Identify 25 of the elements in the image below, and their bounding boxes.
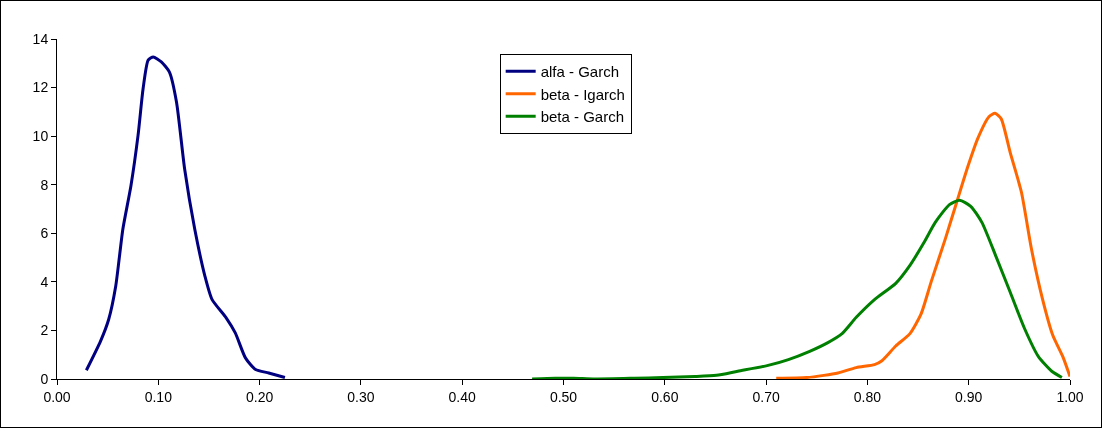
- y-tick-label: 0: [40, 370, 49, 387]
- x-tick-label: 0.70: [752, 388, 780, 405]
- x-tick-label: 1.00: [1056, 388, 1084, 405]
- x-tick-label: 0.00: [43, 388, 71, 405]
- x-tick-label: 0.90: [955, 388, 983, 405]
- legend-label: beta - Garch: [540, 108, 625, 126]
- y-tick-label: 4: [40, 273, 49, 290]
- y-tick-label: 12: [32, 79, 49, 96]
- x-tick-label: 0.30: [347, 388, 375, 405]
- y-tick-label: 2: [40, 322, 49, 339]
- y-tick-label: 10: [32, 128, 49, 145]
- x-tick-label: 0.80: [853, 388, 882, 405]
- y-tick-label: 8: [40, 176, 49, 193]
- line-series: [84, 55, 287, 379]
- x-tick-label: 0.60: [651, 388, 679, 405]
- y-tick-label: 14: [32, 30, 49, 47]
- x-tick-label: 0.20: [245, 388, 274, 405]
- line-series: [530, 198, 1064, 379]
- y-tick-label: 6: [40, 225, 49, 242]
- line-series: [774, 111, 1070, 379]
- x-tick-label: 0.40: [448, 388, 477, 405]
- x-tick-label: 0.10: [144, 388, 173, 405]
- legend-label: beta - Igarch: [540, 85, 625, 103]
- x-tick-label: 0.50: [549, 388, 578, 405]
- legend-label: alfa - Garch: [540, 63, 620, 81]
